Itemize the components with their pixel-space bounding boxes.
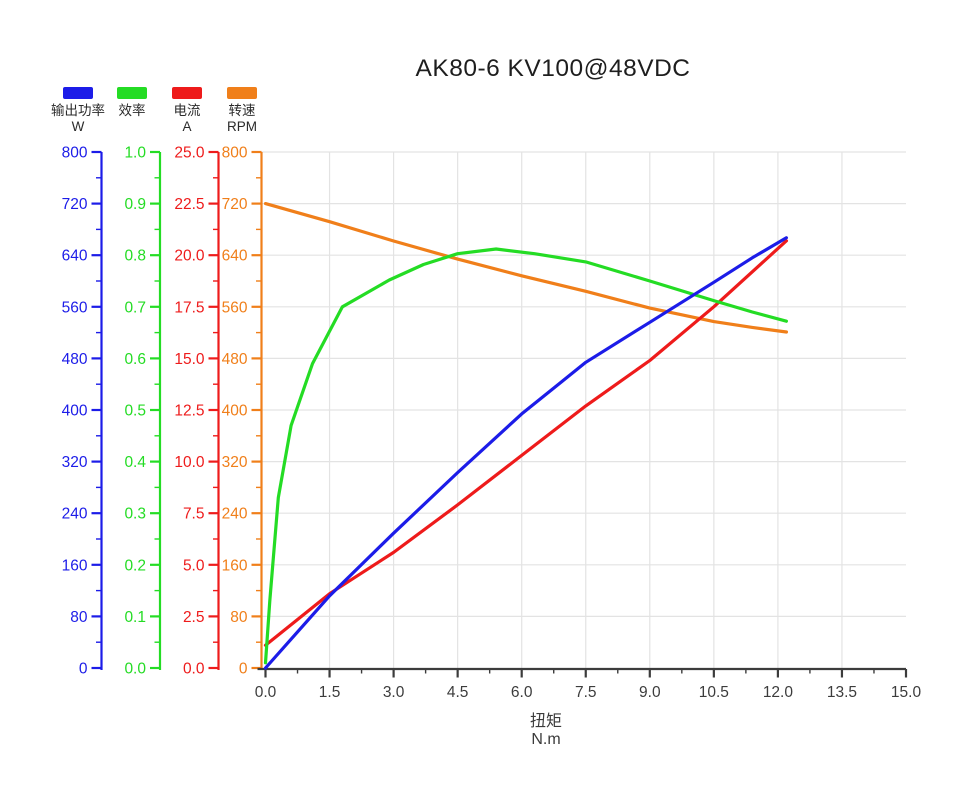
x-axis-tick-label: 6.0 xyxy=(511,684,533,701)
y-axis-tick-label: 80 xyxy=(230,609,248,626)
series-line-output_power_w xyxy=(263,236,789,670)
y-axis-tick-label: 800 xyxy=(62,145,88,162)
x-axis-tick-label: 3.0 xyxy=(383,684,405,701)
y-axis-tick-label: 480 xyxy=(222,351,248,368)
legend-label: 转速 xyxy=(228,103,256,118)
y-axis-tick-label: 22.5 xyxy=(174,196,204,213)
series-line-current_a xyxy=(263,239,789,647)
grid-layer xyxy=(261,151,906,668)
y-axis-current_a: 25.0 22.5 20.0 17.5 15.0 12.5 10.0 7.5 5.0 2.5 0.0 xyxy=(174,145,220,678)
y-axis-tick-label: 720 xyxy=(222,196,248,213)
legend-label: 电流 xyxy=(173,103,201,118)
legend-swatch-output-power xyxy=(63,87,93,99)
y-axis-tick-label: 0.3 xyxy=(124,506,146,523)
y-axis-tick-label: 0.2 xyxy=(124,557,146,574)
y-axis-tick-label: 0 xyxy=(79,661,88,678)
y-axis-tick-label: 720 xyxy=(62,196,88,213)
y-axis-tick-label: 7.5 xyxy=(183,506,205,523)
legend-swatch-efficiency xyxy=(117,87,147,99)
y-axis-tick-label: 20.0 xyxy=(174,248,205,265)
y-axis-tick-label: 17.5 xyxy=(174,299,204,316)
x-axis-tick-label: 7.5 xyxy=(575,684,597,701)
legend-item-efficiency: 效率 xyxy=(96,87,168,135)
y-axis-tick-label: 5.0 xyxy=(183,557,205,574)
legend-unit: A xyxy=(182,119,192,134)
legend-unit: W xyxy=(71,119,85,134)
y-axis-tick-label: 160 xyxy=(62,557,88,574)
legend-unit: RPM xyxy=(227,119,257,134)
y-axis-tick-label: 240 xyxy=(222,506,248,523)
legend-item-rpm: 转速 RPM xyxy=(206,87,278,135)
y-axis-tick-label: 560 xyxy=(222,299,248,316)
y-axis-tick-label: 0.4 xyxy=(124,454,146,471)
y-axis-tick-label: 320 xyxy=(222,454,248,471)
y-axis-tick-label: 0.9 xyxy=(124,196,146,213)
x-axis-tick-label: 10.5 xyxy=(699,684,729,701)
y-axis-tick-label: 10.0 xyxy=(174,454,205,471)
y-axis-tick-label: 320 xyxy=(62,454,88,471)
x-axis-tick-label: 15.0 xyxy=(891,684,922,701)
x-axis-title: 扭矩 xyxy=(529,713,563,730)
y-axis-efficiency: 1.0 0.9 0.8 0.7 0.6 0.5 0.4 0.3 0.2 0.1 0.0 xyxy=(124,145,162,678)
y-axis-tick-label: 1.0 xyxy=(124,145,146,162)
y-axis-tick-label: 560 xyxy=(62,299,88,316)
x-axis-tick-label: 13.5 xyxy=(827,684,857,701)
y-axis-tick-label: 160 xyxy=(222,557,248,574)
legend-label: 输出功率 xyxy=(51,103,105,118)
y-axis-tick-label: 80 xyxy=(70,609,88,626)
y-axis-tick-label: 0.8 xyxy=(124,248,146,265)
y-axis-tick-label: 15.0 xyxy=(174,351,205,368)
series-line-rpm xyxy=(263,202,789,334)
series-line-efficiency xyxy=(263,247,789,665)
y-axis-tick-label: 2.5 xyxy=(183,609,205,626)
y-axis-tick-label: 25.0 xyxy=(174,145,205,162)
x-axis: 0.0 1.5 3.0 4.5 6.0 7.5 9.0 10.5 12.0 13.5 15.0 xyxy=(255,667,922,701)
x-axis-tick-label: 4.5 xyxy=(447,684,469,701)
y-axis-tick-label: 800 xyxy=(222,145,248,162)
y-axis-tick-label: 480 xyxy=(62,351,88,368)
y-axis-tick-label: 400 xyxy=(62,403,88,420)
y-axis-tick-label: 400 xyxy=(222,403,248,420)
y-axis-tick-label: 240 xyxy=(62,506,88,523)
x-axis-tick-label: 1.5 xyxy=(319,684,341,701)
y-axis-tick-label: 0 xyxy=(239,661,248,678)
y-axis-tick-label: 640 xyxy=(222,248,248,265)
legend-swatch-current xyxy=(172,87,202,99)
legend-swatch-rpm xyxy=(227,87,257,99)
x-axis-unit: N.m xyxy=(531,731,561,748)
chart-title: AK80-6 KV100@48VDC xyxy=(415,55,691,82)
y-axis-tick-label: 0.5 xyxy=(124,403,146,420)
legend-item-current: 电流 A xyxy=(151,87,223,135)
y-axis-tick-label: 0.7 xyxy=(124,299,146,316)
x-axis-tick-label: 9.0 xyxy=(639,684,661,701)
x-axis-tick-label: 12.0 xyxy=(763,684,794,701)
legend-item-output-power: 输出功率 W xyxy=(42,87,114,135)
y-axis-tick-label: 640 xyxy=(62,248,88,265)
y-axis-tick-label: 0.0 xyxy=(124,661,146,678)
y-axis-tick-label: 0.6 xyxy=(124,351,146,368)
y-axis-tick-label: 0.1 xyxy=(124,609,146,626)
y-axis-tick-label: 0.0 xyxy=(183,661,205,678)
x-axis-tick-label: 0.0 xyxy=(255,684,277,701)
y-axis-tick-label: 12.5 xyxy=(174,403,204,420)
legend-label: 效率 xyxy=(118,103,146,118)
